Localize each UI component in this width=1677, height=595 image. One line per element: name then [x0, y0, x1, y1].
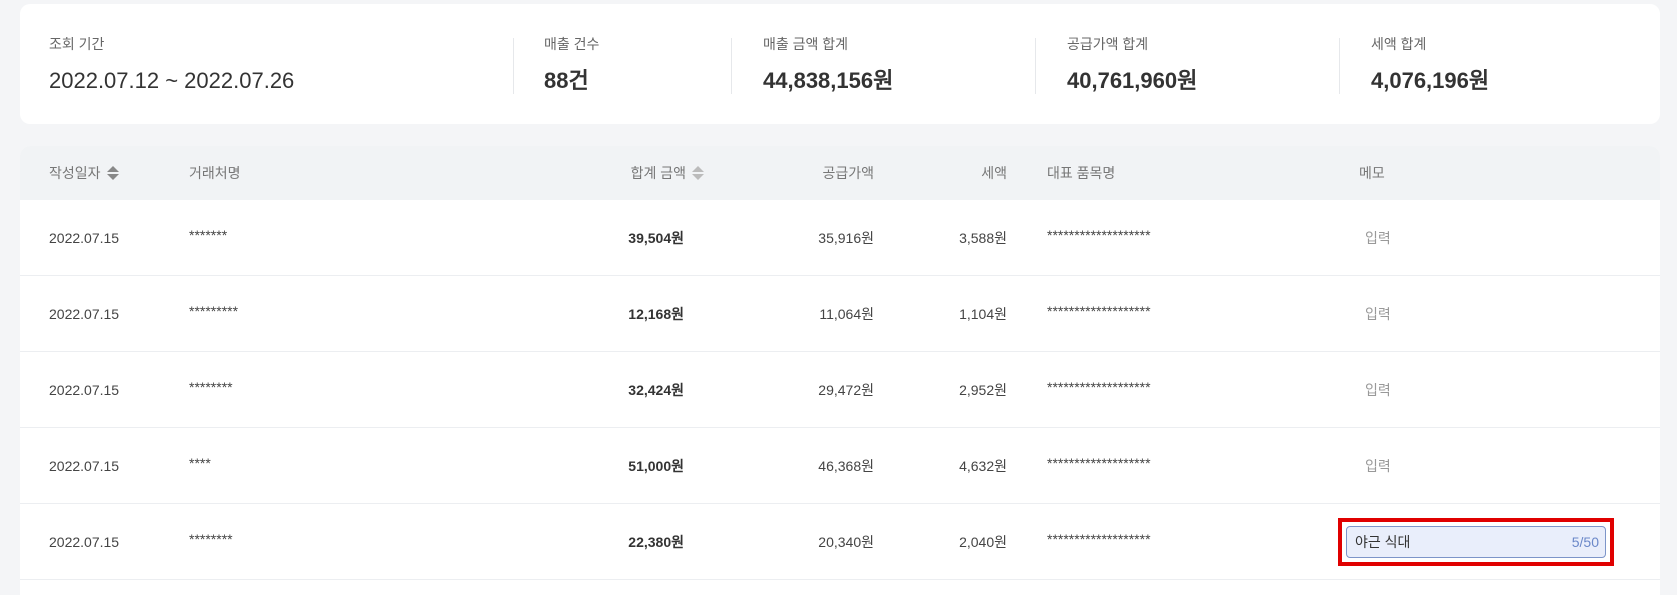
cell-item: ******************* [1047, 455, 1151, 471]
column-header-date-label: 작성일자 [49, 165, 101, 181]
period-stat: 조회 기간 2022.07.12 ~ 2022.07.26 [49, 34, 294, 96]
table-row[interactable]: 2022.07.15 ******** 22,380원 20,340원 2,04… [20, 504, 1660, 580]
cell-tax: 4,632원 [959, 458, 1007, 474]
cell-supply: 46,368원 [818, 458, 874, 474]
supply-total-value: 40,761,960원 [1067, 68, 1198, 93]
count-value: 88건 [544, 68, 589, 93]
cell-item: ******************* [1047, 531, 1151, 547]
memo-field[interactable]: 5/50 [1346, 526, 1606, 558]
cell-total: 51,000원 [628, 458, 684, 474]
cell-vendor: ******** [189, 531, 233, 547]
table-header: 작성일자 거래처명 합계 금액 공급가액 세액 대표 품목명 메모 [20, 146, 1660, 200]
summary-divider [513, 38, 514, 94]
tax-total-label: 세액 합계 [1371, 36, 1427, 52]
column-header-item: 대표 품목명 [1047, 165, 1116, 181]
column-header-memo: 메모 [1359, 165, 1385, 181]
cell-date: 2022.07.15 [49, 230, 120, 246]
period-value: 2022.07.12 ~ 2022.07.26 [49, 68, 295, 93]
cell-tax: 2,952원 [959, 382, 1007, 398]
cell-date: 2022.07.15 [49, 458, 120, 474]
cell-date: 2022.07.15 [49, 306, 120, 322]
cell-supply: 20,340원 [818, 534, 874, 550]
column-header-total[interactable]: 합계 금액 [500, 146, 704, 200]
summary-divider [1035, 38, 1036, 94]
tax-total-stat: 세액 합계 4,076,196원 [1371, 34, 1489, 96]
cell-date: 2022.07.15 [49, 534, 120, 550]
table-row[interactable]: 2022.07.15 ******** 32,424원 29,472원 2,95… [20, 352, 1660, 428]
cell-item: ******************* [1047, 303, 1151, 319]
memo-input-link[interactable]: 입력 [1365, 458, 1391, 474]
sales-total-stat: 매출 금액 합계 44,838,156원 [763, 34, 893, 96]
cell-tax: 2,040원 [959, 534, 1007, 550]
cell-vendor: ********* [189, 303, 239, 319]
sort-icon[interactable] [692, 166, 704, 181]
cell-supply: 11,064원 [819, 306, 874, 322]
table-row[interactable]: 2022.07.15 ******* 39,504원 35,916원 3,588… [20, 200, 1660, 276]
supply-total-stat: 공급가액 합계 40,761,960원 [1067, 34, 1197, 96]
memo-char-counter: 5/50 [1571, 534, 1599, 550]
cell-supply: 35,916원 [818, 230, 874, 246]
summary-divider [731, 38, 732, 94]
memo-highlight-box: 5/50 [1338, 518, 1614, 566]
cell-vendor: ******* [189, 227, 228, 243]
cell-tax: 3,588원 [959, 230, 1007, 246]
cell-total: 22,380원 [628, 534, 684, 550]
sort-icon[interactable] [106, 166, 119, 181]
sales-total-label: 매출 금액 합계 [763, 36, 849, 52]
sales-total-value: 44,838,156원 [763, 68, 894, 93]
count-label: 매출 건수 [544, 36, 600, 52]
table-row[interactable]: 2022.07.15 ********* 12,168원 11,064원 1,1… [20, 276, 1660, 352]
column-header-supply: 공급가액 [822, 165, 874, 181]
memo-input[interactable] [1347, 527, 1605, 557]
memo-input-link[interactable]: 입력 [1365, 306, 1391, 322]
cell-item: ******************* [1047, 227, 1151, 243]
cell-vendor: ******** [189, 379, 233, 395]
cell-vendor: **** [189, 455, 211, 471]
cell-total: 32,424원 [628, 382, 684, 398]
column-header-vendor: 거래처명 [189, 165, 241, 181]
cell-total: 12,168원 [628, 306, 684, 322]
cell-date: 2022.07.15 [49, 382, 120, 398]
column-header-tax: 세액 [981, 165, 1007, 181]
table-row[interactable]: 2022.07.15 **** 51,000원 46,368원 4,632원 *… [20, 428, 1660, 504]
cell-item: ******************* [1047, 379, 1151, 395]
sales-table: 작성일자 거래처명 합계 금액 공급가액 세액 대표 품목명 메모 2022.0… [20, 146, 1660, 595]
tax-total-value: 4,076,196원 [1371, 68, 1490, 93]
column-header-date[interactable]: 작성일자 [49, 146, 119, 200]
cell-supply: 29,472원 [818, 382, 874, 398]
column-header-total-label: 합계 금액 [630, 165, 686, 181]
cell-total: 39,504원 [628, 230, 684, 246]
memo-input-link[interactable]: 입력 [1365, 230, 1391, 246]
supply-total-label: 공급가액 합계 [1067, 36, 1149, 52]
memo-input-link[interactable]: 입력 [1365, 382, 1391, 398]
summary-divider [1339, 38, 1340, 94]
summary-card: 조회 기간 2022.07.12 ~ 2022.07.26 매출 건수 88건 … [20, 4, 1660, 124]
period-label: 조회 기간 [49, 36, 105, 52]
count-stat: 매출 건수 88건 [544, 34, 599, 96]
cell-tax: 1,104원 [959, 306, 1007, 322]
